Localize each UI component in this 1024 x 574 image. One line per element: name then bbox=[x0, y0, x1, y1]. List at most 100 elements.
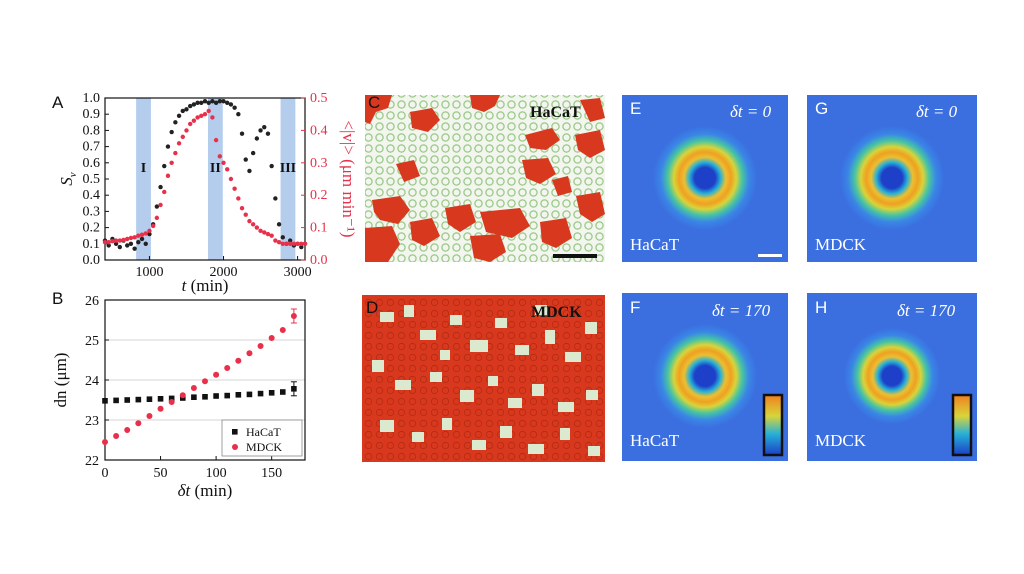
panel-b-hacat-point bbox=[135, 396, 142, 403]
panel-a-speed-point bbox=[239, 205, 245, 211]
panel-a-ytick-label: 0.5 bbox=[83, 172, 101, 187]
panel-b-hacat-point bbox=[235, 392, 242, 398]
panel-a-sv-point bbox=[236, 112, 241, 117]
panel-b-legend-label: MDCK bbox=[246, 440, 282, 454]
panel-a-xlabel: t (min) bbox=[182, 276, 229, 295]
panel-a-sv-point bbox=[117, 244, 123, 250]
panel-a-band-2 bbox=[207, 98, 223, 260]
panel-a-sv-point bbox=[202, 99, 208, 104]
panel-a-speed-point bbox=[191, 118, 197, 123]
panel-a-band-3 bbox=[280, 98, 296, 260]
panel-a-band-label: I bbox=[141, 161, 146, 176]
panel-b-mdck-point bbox=[279, 327, 286, 333]
panel-b-hacat-point bbox=[113, 397, 119, 404]
panel-b-mdck-point bbox=[168, 399, 175, 405]
panel-a-sv-point bbox=[143, 241, 148, 246]
panel-a-sv-point bbox=[154, 204, 160, 209]
panel-a-ytick-label: 0.8 bbox=[83, 123, 101, 138]
panel-a-sv-point bbox=[195, 100, 200, 106]
panel-h-colorbar bbox=[951, 393, 973, 457]
panel-a-xtick-label: 3000 bbox=[284, 265, 312, 280]
panel-a-band-label: III bbox=[280, 161, 296, 176]
panel-a-speed-point bbox=[125, 236, 130, 242]
panel-a-speed-point bbox=[136, 233, 141, 238]
panel-b-ytick-label: 24 bbox=[85, 374, 99, 389]
panel-b-mdck-point bbox=[224, 365, 231, 371]
panel-a-sv-point bbox=[250, 150, 256, 156]
panel-d-green-patches bbox=[372, 305, 600, 456]
panel-a-sv-point bbox=[232, 105, 237, 110]
panel-a-speed-point bbox=[143, 231, 148, 236]
panel-a-sv-point bbox=[225, 100, 230, 106]
panel-h-ring bbox=[844, 328, 940, 424]
panel-b-ytick-label: 26 bbox=[85, 294, 99, 309]
panel-b-mdck-point bbox=[135, 420, 142, 427]
panel-g-dt-label: δt = 0 bbox=[916, 102, 958, 121]
panel-a-sv-point bbox=[221, 99, 226, 104]
panel-a-sv-point bbox=[169, 129, 174, 135]
panel-label-a: A bbox=[52, 93, 64, 112]
panel-c-red-clusters bbox=[365, 95, 605, 262]
panel-b-hacat-point bbox=[279, 389, 286, 395]
panel-a-y2tick-label: 0.1 bbox=[310, 221, 328, 236]
panel-a-ytick-label: 0.1 bbox=[83, 237, 101, 252]
panel-b-ytick-label: 22 bbox=[85, 454, 99, 469]
panel-f-heatmap: F δt = 170 HaCaT bbox=[622, 293, 788, 461]
panel-a-ytick-label: 0.6 bbox=[83, 156, 101, 171]
panel-b-mdck-point bbox=[257, 343, 264, 349]
panel-e-ring bbox=[653, 126, 757, 230]
panel-a-sv-point bbox=[239, 131, 245, 136]
panel-a-sv-point bbox=[132, 246, 137, 251]
panel-a-sv-point bbox=[187, 103, 193, 109]
panel-a-speed-point bbox=[295, 241, 300, 246]
panel-b-legend-marker bbox=[232, 444, 238, 450]
panel-a-speed-point bbox=[195, 115, 200, 120]
panel-a-sv-point bbox=[162, 163, 167, 169]
panel-a-speed-point bbox=[302, 241, 308, 246]
panel-a-speed-point bbox=[154, 215, 160, 221]
panel-b-mdck-point bbox=[268, 335, 275, 341]
panel-a-speed-point bbox=[284, 241, 289, 246]
panel-a-speed-point bbox=[173, 150, 178, 156]
panel-c-cell-label: HaCaT bbox=[530, 104, 581, 121]
panel-a-speed-point bbox=[228, 176, 234, 182]
panel-a-speed-point bbox=[158, 202, 163, 208]
panel-b-ylabel: dn (μm) bbox=[51, 353, 70, 408]
panel-h-heatmap: H δt = 170 MDCK bbox=[807, 293, 977, 461]
scale-bar-c bbox=[553, 254, 597, 258]
panel-a-speed-point bbox=[210, 115, 215, 120]
panel-b-mdck-point bbox=[235, 357, 242, 364]
panel-d-image: MDCK D bbox=[362, 295, 605, 462]
panel-a-speed-point bbox=[262, 230, 267, 235]
panel-a-speed-point bbox=[299, 241, 304, 246]
panel-f-dt-label: δt = 170 bbox=[712, 301, 771, 320]
panel-a-speed-point bbox=[121, 237, 126, 243]
panel-f-ring bbox=[653, 324, 757, 428]
panel-f-cell-label: HaCaT bbox=[630, 431, 680, 450]
panel-a-sv-point bbox=[206, 100, 211, 106]
panel-b-legend-marker bbox=[232, 429, 238, 435]
panel-a-sv-point bbox=[265, 131, 271, 136]
panel-b-hacat-point bbox=[224, 392, 231, 399]
panel-a-speed-point bbox=[139, 232, 145, 237]
panel-a-speed-point bbox=[117, 238, 123, 243]
panel-a-speed-point bbox=[110, 239, 115, 244]
panel-b-hacat-point bbox=[257, 390, 264, 397]
panel-a-sv-point bbox=[199, 100, 204, 106]
panel-e-cell-label: HaCaT bbox=[630, 235, 680, 254]
panel-a-sv-point bbox=[176, 113, 182, 119]
panel-label-c: C bbox=[368, 93, 380, 112]
panel-a-sv-point bbox=[136, 239, 141, 245]
panel-a-sv-point bbox=[243, 157, 248, 162]
panel-a-ytick-label: 0.9 bbox=[83, 107, 101, 122]
panel-a-speed-point bbox=[184, 128, 189, 133]
panel-a-sv-point bbox=[280, 235, 285, 240]
panel-a-ytick-label: 0.0 bbox=[83, 253, 101, 268]
panel-h-cell-label: MDCK bbox=[815, 431, 867, 450]
panel-label-e: E bbox=[630, 99, 641, 118]
panel-a-sv-point bbox=[139, 236, 145, 242]
panel-a-speed-point bbox=[265, 231, 271, 237]
panel-a-speed-point bbox=[165, 173, 171, 178]
